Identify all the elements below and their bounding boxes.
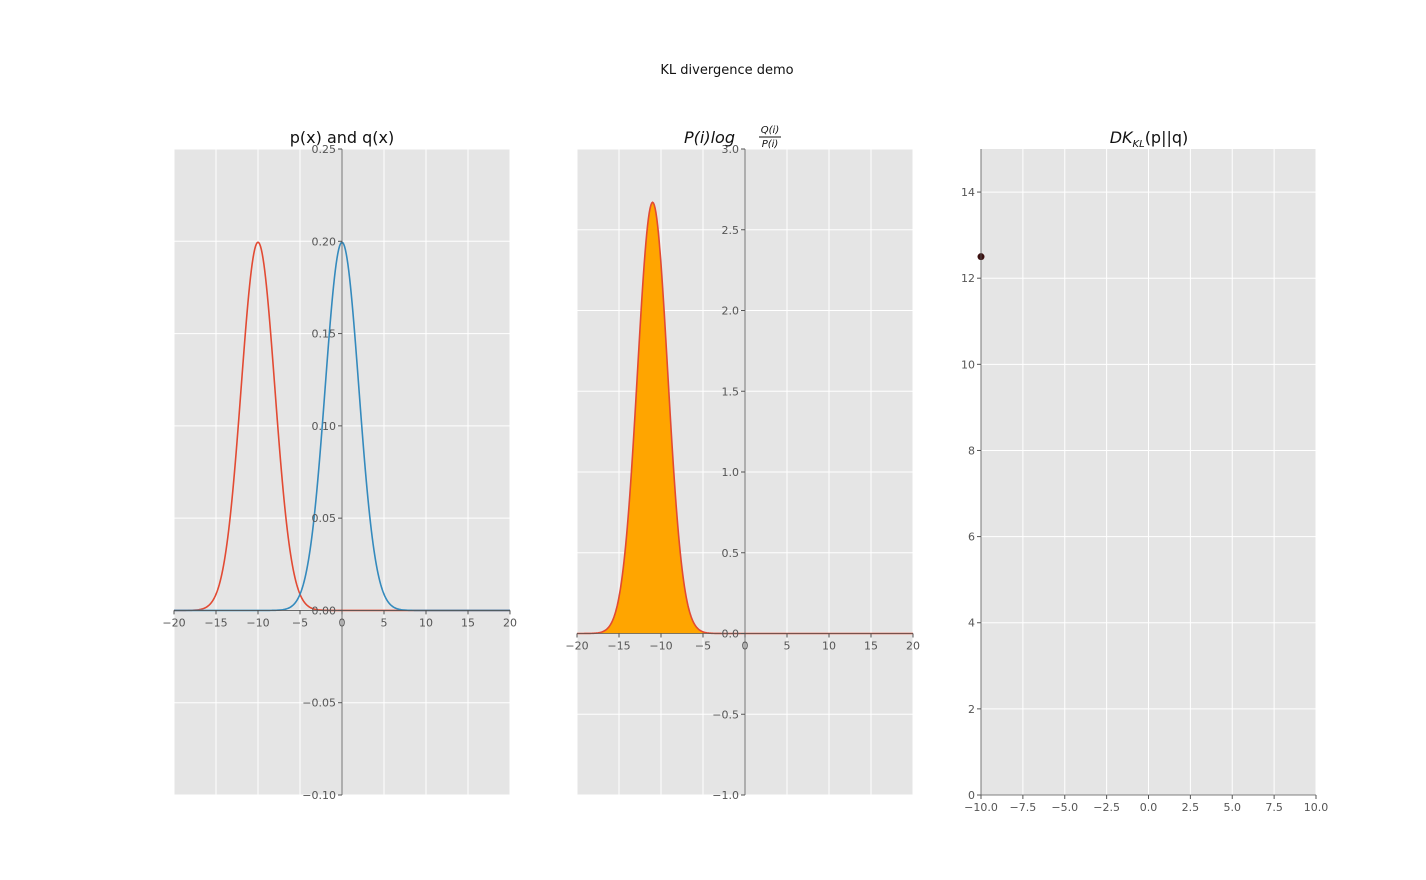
axes-plogqp-ytick-label-7: 2.5 [722, 224, 740, 237]
axes-plogqp-ytick-label-4: 1.0 [722, 466, 740, 479]
axes-plogqp-ytick-label-0: −1.0 [712, 789, 739, 802]
axes-dkl-xtick-label-7: 7.5 [1265, 801, 1283, 814]
axes-px-qx-ytick-label-4: 0.10 [312, 420, 337, 433]
axes-px-qx-ytick-label-6: 0.20 [312, 235, 337, 248]
axes-dkl-ytick-label-5: 10 [961, 358, 975, 371]
axes-plogqp-ytick-label-8: 3.0 [722, 143, 740, 156]
axes-plogqp-title-numerator: Q(i) [761, 125, 779, 136]
axes-plogqp-title-denominator: P(i) [762, 139, 779, 150]
axes-plogqp-xtick-label-0: −20 [565, 640, 588, 653]
axes-px-qx-xtick-label-7: 15 [461, 616, 475, 629]
axes-px-qx-xtick-label-3: −5 [292, 616, 308, 629]
axes-plogqp: −20 −15 −10 −5 0 5 10 15 20 −1.0 −0.5 0.0 0.5 1.0 1.5 2… [565, 125, 920, 802]
axes-px-qx-xtick-label-0: −20 [162, 616, 185, 629]
axes-plogqp-ytick-label-1: −0.5 [712, 708, 739, 721]
axes-px-qx-ytick-label-0: −0.10 [302, 789, 336, 802]
axes-dkl-ticks: −10.0 −7.5 −5.0 −2.5 0.0 2.5 5.0 7.5 10.0 0 2 4 6 8 10… [961, 186, 1328, 814]
axes-px-qx-ytick-label-5: 0.15 [312, 328, 337, 341]
axes-plogqp-xtick-label-2: −10 [649, 640, 672, 653]
axes-plogqp-xtick-label-1: −15 [607, 640, 630, 653]
axes-dkl-ytick-label-7: 14 [961, 186, 975, 199]
axes-px-qx-xtick-label-6: 10 [419, 616, 433, 629]
axes-plogqp-xtick-label-7: 15 [864, 640, 878, 653]
axes-px-qx: −20 −15 −10 −5 0 5 10 15 20 −0.10 −0.05 0.00 0.05 0.1… [162, 128, 517, 802]
axes-plogqp-ytick-label-5: 1.5 [722, 385, 740, 398]
axes-plogqp-xtick-label-5: 5 [784, 640, 791, 653]
axes-dkl-xtick-label-3: −2.5 [1093, 801, 1120, 814]
axes-plogqp-title-main: P(i)log [684, 128, 735, 147]
axes-dkl-title-rest: (p||q) [1145, 128, 1189, 147]
axes-px-qx-xtick-label-1: −15 [204, 616, 227, 629]
axes-dkl-ytick-label-3: 6 [968, 531, 975, 544]
axes-px-qx-xtick-label-2: −10 [246, 616, 269, 629]
axes-plogqp-ticks: −20 −15 −10 −5 0 5 10 15 20 −1.0 −0.5 0.0 0.5 1.0 1.5 2… [565, 143, 920, 802]
axes-dkl-xtick-label-4: 0.0 [1140, 801, 1158, 814]
axes-px-qx-xtick-label-5: 5 [381, 616, 388, 629]
axes-dkl-title-subscript: KL [1133, 139, 1145, 150]
axes-dkl-xtick-label-8: 10.0 [1304, 801, 1329, 814]
axes-dkl-ytick-label-1: 2 [968, 703, 975, 716]
axes-plogqp-ytick-label-2: 0.0 [722, 628, 740, 641]
axes-px-qx-title: p(x) and q(x) [290, 128, 395, 147]
axes-plogqp-xtick-label-8: 20 [906, 640, 920, 653]
axes-plogqp-xtick-label-3: −5 [695, 640, 711, 653]
axes-plogqp-series-0-area [577, 202, 913, 634]
axes-px-qx-ticks: −20 −15 −10 −5 0 5 10 15 20 −0.10 −0.05 0.00 0.05 0.1… [162, 143, 517, 802]
figure-suptitle: KL divergence demo [660, 63, 793, 78]
axes-plogqp-ytick-label-3: 0.5 [722, 547, 740, 560]
axes-dkl-title-main: DK [1110, 128, 1134, 147]
axes-px-qx-ytick-label-3: 0.05 [312, 512, 337, 525]
axes-px-qx-ytick-label-2: 0.00 [312, 604, 337, 617]
axes-dkl-ytick-label-2: 4 [968, 617, 975, 630]
axes-dkl-ytick-label-4: 8 [968, 444, 975, 457]
axes-plogqp-xtick-label-6: 10 [822, 640, 836, 653]
axes-dkl-xtick-label-1: −7.5 [1010, 801, 1037, 814]
axes-dkl-ytick-label-6: 12 [961, 272, 975, 285]
axes-plogqp-xtick-label-4: 0 [742, 640, 749, 653]
axes-plogqp-ytick-label-6: 2.0 [722, 305, 740, 318]
axes-px-qx-xtick-label-8: 20 [503, 616, 517, 629]
axes-dkl-xtick-label-5: 2.5 [1182, 801, 1200, 814]
axes-dkl-xtick-label-2: −5.0 [1051, 801, 1078, 814]
axes-dkl: −10.0 −7.5 −5.0 −2.5 0.0 2.5 5.0 7.5 10.0 0 2 4 6 8 10… [961, 128, 1328, 814]
axes-px-qx-xtick-label-4: 0 [339, 616, 346, 629]
axes-dkl-xtick-label-6: 5.0 [1224, 801, 1242, 814]
axes-dkl-xtick-label-0: −10.0 [964, 801, 998, 814]
axes-dkl-ytick-label-0: 0 [968, 789, 975, 802]
axes-px-qx-ytick-label-7: 0.25 [312, 143, 337, 156]
axes-dkl-grid [980, 149, 1317, 796]
axes-px-qx-ytick-label-1: −0.05 [302, 697, 336, 710]
axes-plogqp-title: P(i)log Q(i) P(i) [684, 125, 781, 150]
axes-dkl-title: DKKL(p||q) [1110, 128, 1189, 150]
